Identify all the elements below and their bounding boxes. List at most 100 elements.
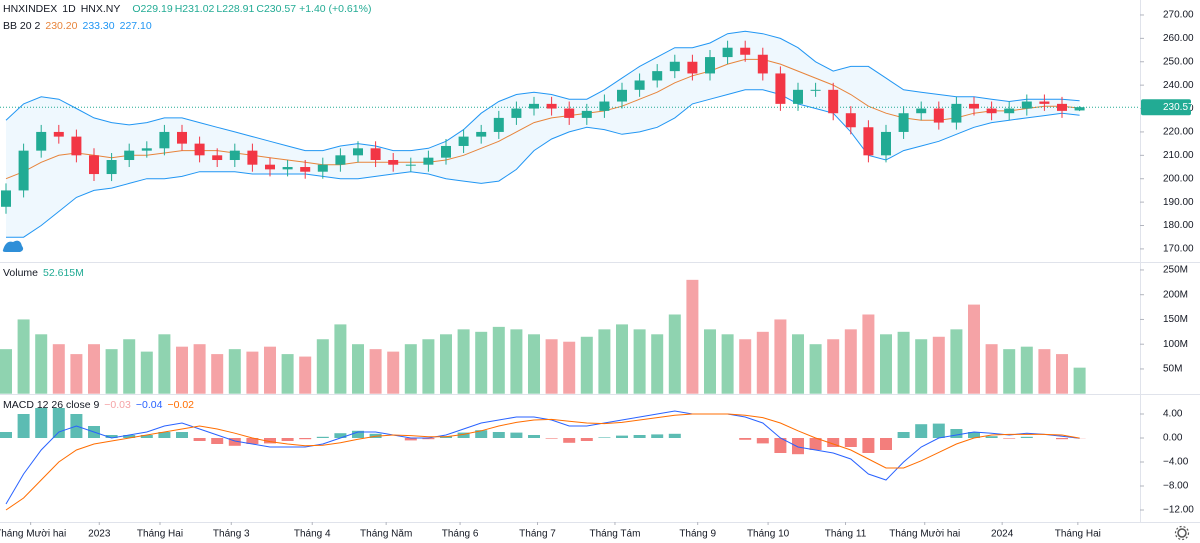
volume-bar	[52, 344, 65, 394]
candle-body	[652, 71, 663, 81]
candle-body	[740, 47, 751, 55]
candle-body	[722, 47, 733, 58]
y-tick-label: 180.00	[1163, 220, 1194, 231]
macd-histogram-bar	[492, 432, 505, 438]
volume-bar	[844, 329, 857, 394]
y-tick-label: 220.00	[1163, 127, 1194, 138]
x-tick-label: Tháng 4	[294, 529, 331, 540]
macd-histogram-bar	[281, 438, 294, 441]
macd-histogram-bar	[17, 414, 30, 438]
volume-bar	[774, 319, 787, 394]
volume-bar	[404, 344, 417, 394]
volume-bar	[334, 324, 347, 394]
logo	[2, 240, 24, 252]
bb-upper	[5, 30, 1080, 152]
candle-body	[669, 61, 680, 72]
y-tick-label: 210.00	[1163, 150, 1194, 161]
candle-body	[898, 113, 909, 132]
macd-histogram-bar	[352, 430, 364, 438]
macd-line-value: −0.04	[135, 399, 163, 411]
last-price-box	[1141, 99, 1191, 116]
candle-body	[951, 103, 962, 123]
macd-histogram-bar	[739, 438, 752, 440]
bb-lower-value: 227.10	[119, 20, 152, 32]
volume-bar	[35, 334, 48, 394]
volume-bar	[580, 336, 593, 394]
candle-body	[106, 160, 117, 175]
symbol: HNXINDEX	[3, 3, 58, 15]
candle-body	[282, 167, 293, 170]
y-tick-label: 4.00	[1163, 409, 1183, 420]
candle-body	[881, 131, 891, 156]
macd-histogram-bar	[968, 432, 980, 438]
macd-signal-value: −0.02	[167, 399, 195, 411]
macd-histogram-bar	[528, 435, 540, 438]
candle-body	[300, 167, 311, 172]
volume-bar	[950, 329, 963, 394]
macd-histogram-bar	[299, 438, 312, 440]
volume-bar	[756, 331, 769, 394]
candle-body	[687, 61, 698, 74]
macd-histogram-bar	[193, 438, 206, 441]
macd-histogram-bar	[915, 424, 928, 438]
volume-name: Volume	[3, 267, 39, 279]
candle-body	[581, 110, 592, 118]
candle-body	[599, 101, 610, 111]
macd-histogram-bar	[158, 432, 171, 438]
candle-body	[546, 103, 557, 109]
macd-histogram-bar	[756, 438, 769, 444]
volume-bar	[299, 356, 312, 394]
candle-body	[1, 190, 11, 207]
candle-body	[370, 148, 381, 161]
x-tick-label: Tháng Hai	[137, 529, 183, 540]
volume-bar	[792, 334, 804, 394]
macd-histogram-bar	[404, 438, 417, 441]
candle-body	[634, 80, 645, 90]
candle-body	[793, 89, 803, 104]
price-legend: HNXINDEX 1D HNX.NY O229.19 H231.02 L228.91 C23…	[3, 3, 376, 15]
y-tick-label: 0.00	[1163, 433, 1183, 444]
candle-body	[71, 136, 82, 156]
y-tick-label: 100M	[1163, 339, 1188, 350]
candle-body	[1021, 101, 1032, 109]
volume-value: 52.615M	[43, 267, 84, 279]
volume-bar	[264, 346, 276, 394]
macd-histogram-bar	[774, 438, 787, 453]
candle-body	[810, 89, 821, 91]
macd-histogram-bar	[264, 438, 276, 444]
macd-histogram-bar	[844, 438, 857, 447]
macd-histogram-bar	[422, 438, 435, 440]
volume-bar	[1020, 346, 1033, 394]
macd-histogram-bar	[316, 436, 329, 438]
y-tick-label: 200M	[1163, 289, 1188, 300]
macd-histogram-bar	[616, 435, 628, 438]
ohlc-change: +1.40 (+0.61%)	[299, 3, 372, 15]
macd-histogram-bar	[457, 432, 470, 438]
volume-bar	[809, 344, 822, 394]
macd-histogram-bar	[0, 432, 12, 438]
candle-body	[388, 160, 399, 165]
x-tick-label: Tháng 7	[519, 529, 556, 540]
y-tick-label: −4.00	[1163, 457, 1189, 468]
x-tick-label: Tháng Tám	[589, 529, 640, 540]
macd-histogram-bar	[1003, 438, 1016, 439]
ohlc-high: H231.02	[174, 3, 215, 15]
macd-histogram-bar	[563, 438, 576, 443]
volume-bar	[968, 304, 980, 394]
candle-body	[159, 131, 170, 149]
macd-histogram-bar	[35, 408, 48, 438]
volume-bar	[158, 334, 171, 394]
settings-icon[interactable]	[1174, 525, 1190, 541]
volume-bar	[510, 329, 523, 394]
macd-histogram-bar	[246, 438, 259, 444]
macd-hist-value: −0.03	[104, 399, 131, 411]
macd-histogram-bar	[140, 435, 153, 438]
macd-histogram-bar	[880, 438, 892, 450]
y-tick-label: −8.00	[1163, 481, 1189, 492]
last-price-label: 230.57	[1163, 102, 1194, 113]
candle-body	[89, 155, 99, 175]
x-tick-label: 2023	[88, 529, 111, 540]
bb-legend: BB 20 2 230.20 233.30 227.10	[3, 20, 157, 32]
y-tick-label: 260.00	[1163, 33, 1194, 44]
